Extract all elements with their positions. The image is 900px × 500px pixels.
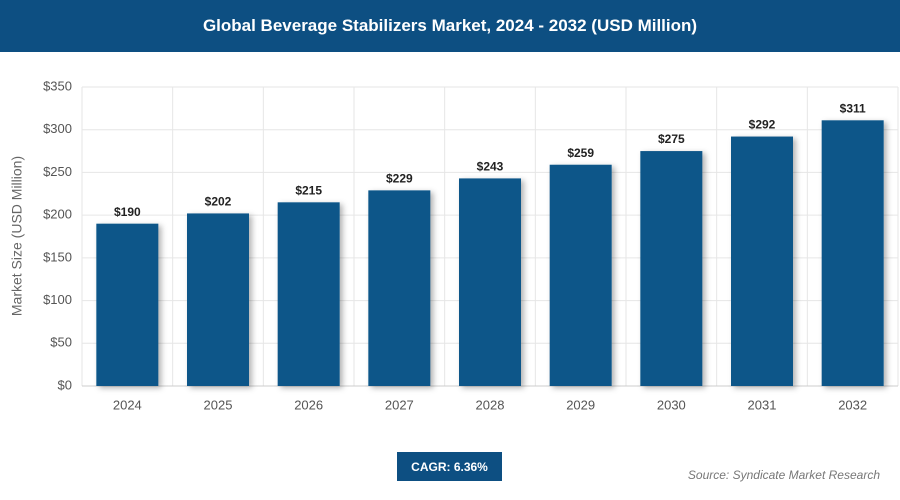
y-tick-label: $150 — [43, 249, 72, 264]
value-label: $215 — [295, 184, 322, 198]
bar — [459, 178, 521, 386]
x-tick-label: 2025 — [204, 397, 233, 412]
y-tick-label: $100 — [43, 292, 72, 307]
annotation: CAGR: 6.36% — [411, 459, 488, 474]
value-label: $259 — [567, 146, 594, 160]
y-tick-label: $50 — [50, 335, 72, 350]
x-tick-label: 2029 — [566, 397, 595, 412]
value-label: $292 — [749, 118, 776, 132]
value-label: $202 — [205, 195, 232, 209]
bar — [640, 151, 703, 386]
bar — [368, 190, 431, 386]
value-label: $275 — [658, 132, 685, 146]
x-tick-label: 2026 — [294, 397, 323, 412]
bar — [277, 202, 340, 386]
bar — [549, 164, 612, 386]
x-tick-label: 2027 — [385, 397, 414, 412]
value-label: $229 — [386, 172, 413, 186]
x-tick-label: 2028 — [476, 397, 505, 412]
y-tick-label: $350 — [43, 78, 72, 93]
bar — [96, 223, 159, 386]
value-label: $311 — [840, 101, 866, 115]
y-tick-label: $0 — [58, 377, 72, 392]
value-label: $243 — [477, 160, 504, 174]
y-axis-label: Market Size (USD Million) — [9, 156, 25, 316]
title-bar: Global Beverage Stabilizers Market, 2024… — [0, 0, 900, 52]
x-tick-label: 2032 — [838, 397, 867, 412]
bar — [821, 120, 884, 387]
chart-title: Global Beverage Stabilizers Market, 2024… — [202, 16, 698, 35]
bar — [187, 213, 249, 386]
x-tick-label: 2030 — [657, 397, 686, 412]
source: Source: Syndicate Market Research — [687, 468, 880, 482]
value-label: $190 — [114, 205, 141, 219]
x-tick-label: 2031 — [748, 397, 777, 412]
y-tick-label: $250 — [43, 164, 72, 179]
bar — [731, 136, 793, 386]
x-tick-label: 2024 — [113, 397, 142, 412]
y-tick-label: $200 — [43, 207, 72, 222]
y-tick-label: $300 — [43, 121, 72, 136]
cagr-badge: CAGR: 6.36% — [397, 452, 502, 481]
